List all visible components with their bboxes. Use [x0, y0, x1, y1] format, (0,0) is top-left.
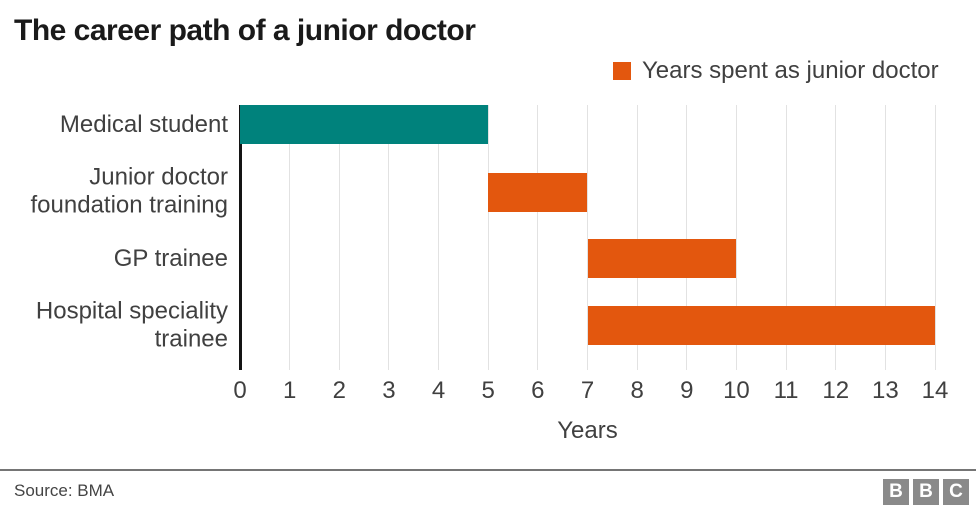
gridline-year-14	[934, 105, 936, 370]
source-text: Source: BMA	[14, 481, 115, 500]
bar-gp-trainee	[587, 239, 737, 278]
legend-swatch	[613, 62, 631, 80]
gridline-year-10	[735, 105, 737, 370]
legend-label: Years spent as junior doctor	[642, 57, 939, 84]
x-tick-label-10: 10	[723, 377, 750, 404]
x-tick-label-13: 13	[871, 377, 899, 404]
x-tick-label-7: 7	[580, 377, 595, 404]
gridline-year-13	[884, 105, 886, 370]
gridline-year-5	[487, 105, 489, 370]
x-tick-label-8: 8	[630, 377, 644, 404]
gridline-year-9	[686, 105, 688, 370]
gridline-year-3	[388, 105, 390, 370]
bbc-logo-block-1: B	[883, 479, 909, 505]
x-tick-label-9: 9	[680, 377, 694, 404]
bar-hospital-speciality-trainee	[587, 306, 935, 345]
gridline-year-11	[785, 105, 787, 370]
category-label-gp-trainee: GP trainee	[113, 244, 228, 272]
y-axis-line	[238, 105, 242, 370]
gridline-year-12	[835, 105, 837, 370]
gridline-year-7	[587, 105, 588, 370]
chart-title: The career path of a junior doctor	[14, 14, 476, 47]
gridline-year-6	[537, 105, 539, 370]
x-axis-label: Years	[557, 417, 618, 444]
gridline-year-2	[338, 105, 340, 370]
gridline-year-8	[636, 105, 638, 370]
x-tick-label-11: 11	[773, 377, 799, 404]
x-tick-label-5: 5	[481, 377, 495, 404]
legend: Years spent as junior doctor	[613, 57, 939, 85]
x-tick-label-2: 2	[332, 377, 346, 404]
category-label-medical-student: Medical student	[59, 110, 228, 138]
bbc-logo-block-3: C	[943, 479, 969, 505]
bar-junior-doctor-foundation-training	[488, 172, 588, 212]
x-tick-label-12: 12	[822, 377, 850, 404]
gridline-year-1	[289, 105, 291, 370]
x-tick-label-3: 3	[382, 377, 396, 404]
footer-divider	[0, 469, 976, 471]
x-tick-label-0: 0	[233, 377, 247, 404]
x-tick-label-6: 6	[531, 377, 545, 404]
category-label-junior-doctor-foundation-training: Junior doctor foundation training	[30, 163, 228, 219]
gridline-year-4	[438, 105, 440, 370]
bar-medical-student	[240, 105, 489, 144]
x-tick-label-1: 1	[282, 377, 297, 404]
category-label-hospital-speciality-trainee: Hospital speciality trainee	[35, 297, 228, 353]
x-tick-label-4: 4	[431, 377, 446, 404]
bbc-logo-block-2: B	[913, 479, 939, 505]
x-tick-label-14: 14	[921, 377, 949, 404]
